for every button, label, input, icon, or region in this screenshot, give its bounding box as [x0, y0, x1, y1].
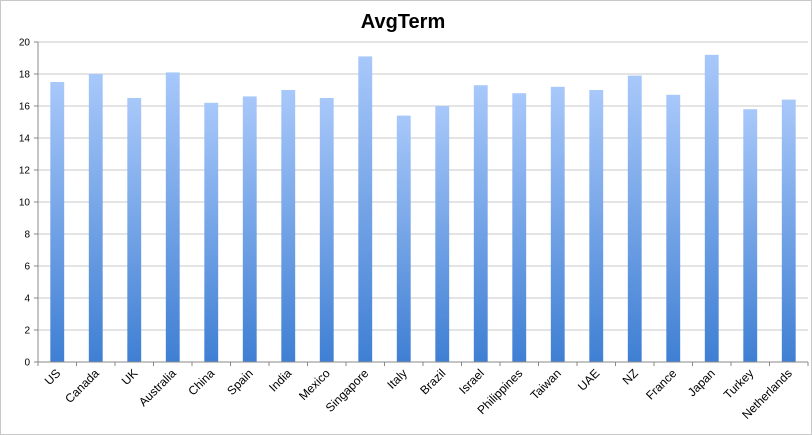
bars [50, 54, 796, 363]
x-tick-label: Australia [136, 366, 179, 409]
bar-israel [473, 85, 488, 362]
bar-mexico [319, 98, 334, 362]
x-tick-label: Singapore [323, 366, 372, 415]
x-tick-label: Canada [62, 366, 102, 406]
bar-india [281, 90, 296, 362]
bar-turkey [743, 109, 758, 362]
y-tick-label: 0 [24, 358, 30, 369]
bar-canada [88, 74, 103, 362]
x-tick-label: NZ [620, 366, 641, 387]
bar-nz [627, 75, 642, 362]
y-tick-label: 14 [19, 134, 31, 145]
gridlines [38, 41, 808, 331]
y-tick-label: 2 [24, 326, 30, 337]
x-tick-label: Turkey [721, 366, 757, 402]
x-tick-label: India [266, 366, 295, 395]
y-tick-label: 4 [24, 294, 30, 305]
x-tick-label: Spain [224, 366, 256, 398]
y-tick-label: 18 [19, 70, 31, 81]
x-tick-label: US [42, 366, 64, 388]
x-tick-label: Italy [384, 366, 409, 391]
bar-us [50, 82, 65, 362]
chart-title: AvgTerm [361, 11, 445, 33]
x-tick-label: UAE [575, 366, 602, 393]
bar-uk [127, 98, 142, 362]
y-tick-label: 20 [19, 38, 31, 49]
x-tick-label: Brazil [417, 366, 448, 397]
x-tick-label: Israel [456, 366, 487, 397]
bar-uae [589, 90, 604, 362]
x-tick-label: UK [119, 366, 141, 388]
x-tick-label: Japan [685, 366, 718, 399]
x-tick-label: France [643, 366, 680, 403]
y-axis-ticks: 0 2 4 6 8 10 12 14 16 18 20 [19, 38, 38, 369]
y-tick-label: 16 [19, 102, 31, 113]
y-tick-label: 12 [19, 166, 31, 177]
bar-brazil [435, 106, 450, 362]
bar-france [666, 94, 681, 363]
x-tick-label: Taiwan [528, 366, 564, 402]
bar-china [204, 102, 219, 363]
bar-philippines [512, 93, 527, 362]
bar-australia [165, 72, 180, 363]
bar-spain [242, 96, 257, 363]
bar-netherlands [781, 99, 796, 362]
x-tick-label: China [185, 366, 217, 398]
bar-japan [704, 54, 719, 363]
y-tick-label: 8 [24, 230, 30, 241]
y-tick-label: 6 [24, 262, 30, 273]
bar-taiwan [550, 86, 565, 363]
x-tick-label: Mexico [296, 366, 333, 403]
y-tick-label: 10 [19, 198, 31, 209]
bar-italy [396, 115, 411, 362]
bar-singapore [358, 56, 373, 363]
